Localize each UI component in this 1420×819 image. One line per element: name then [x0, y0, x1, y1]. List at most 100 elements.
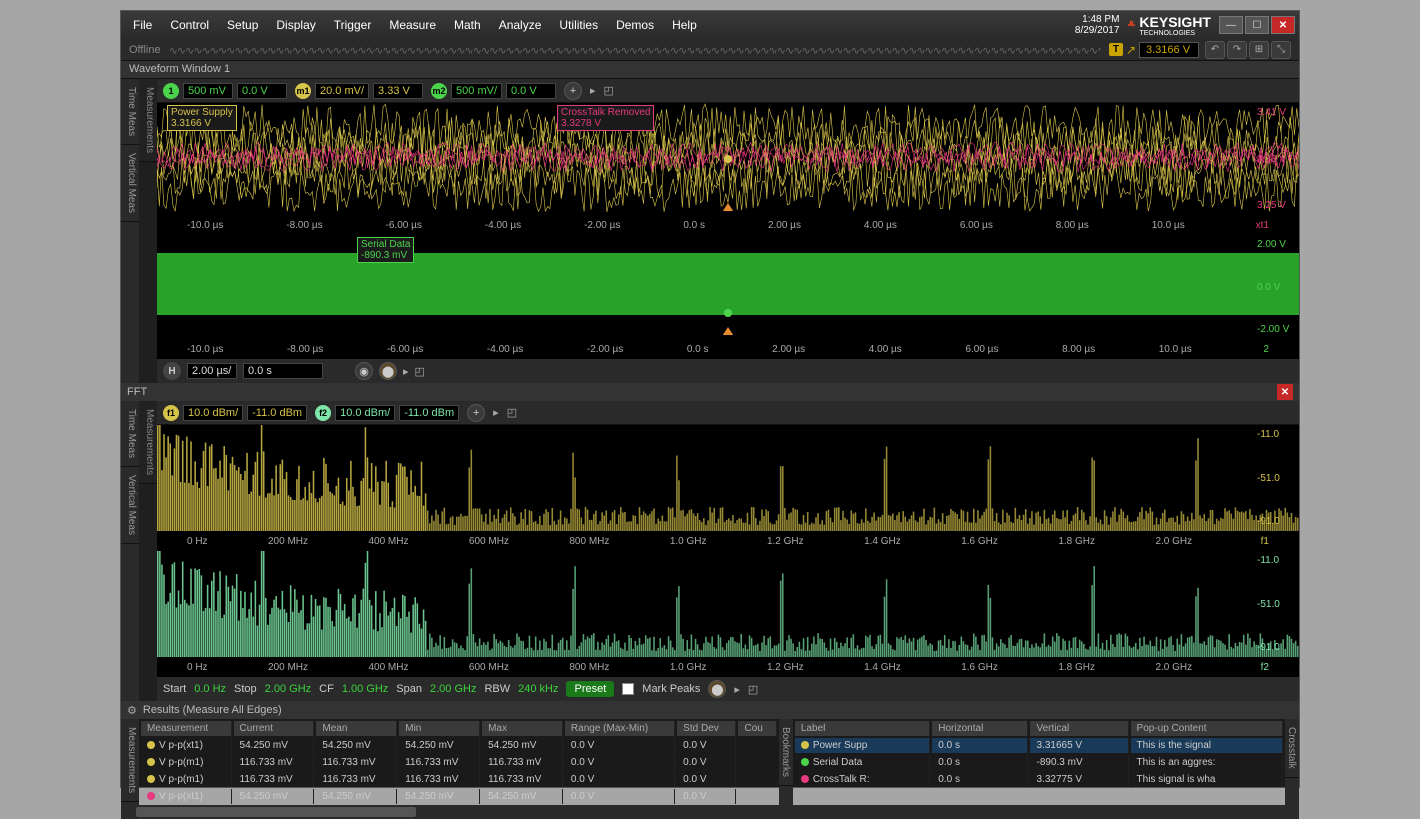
channel-1[interactable]: 1 500 mV 0.0 V	[163, 83, 287, 99]
y-label: 2.00 V	[1257, 239, 1297, 250]
trigger-box[interactable]: T ↗ 3.3166 V	[1109, 42, 1199, 58]
chevron-icon[interactable]: ▸	[403, 365, 409, 378]
chevron-icon[interactable]: ▸	[590, 84, 596, 97]
marker-crosstalk[interactable]: CrossTalk Removed 3.3278 V	[557, 105, 654, 131]
menu-trigger[interactable]: Trigger	[326, 14, 380, 36]
minimize-button[interactable]: —	[1219, 16, 1243, 34]
crosstalk-side-tab[interactable]: Crosstalk	[1285, 719, 1299, 778]
maximize-button[interactable]: ☐	[1245, 16, 1269, 34]
y-label: -91.0	[1257, 642, 1297, 653]
fft-channel-f2[interactable]: f2 10.0 dBm/ -11.0 dBm	[315, 405, 459, 421]
time-scale[interactable]: 2.00 µs/	[187, 363, 237, 379]
redo-icon[interactable]: ↷	[1227, 41, 1247, 59]
fft-f2-scale[interactable]: 10.0 dBm/	[335, 405, 395, 421]
timebase-bar: H 2.00 µs/ 0.0 s ◉ ⬤ ▸ ◰	[157, 359, 1299, 383]
chevron-icon[interactable]: ▸	[493, 406, 499, 419]
waveform-chart-1[interactable]: Power Supply 3.3166 V CrossTalk Removed …	[157, 103, 1299, 215]
channel-m2-scale[interactable]: 500 mV/	[451, 83, 502, 99]
close-button[interactable]: ✕	[1271, 16, 1295, 34]
time-offset[interactable]: 0.0 s	[243, 363, 323, 379]
fft-rbw[interactable]: 240 kHz	[518, 683, 558, 695]
fft-side-tab-time[interactable]: Time Meas	[121, 401, 139, 467]
wave-decoration: ∿∿∿∿∿∿∿∿∿∿∿∿∿∿∿∿∿∿∿∿∿∿∿∿∿∿∿∿∿∿∿∿∿∿∿∿∿∿∿∿…	[169, 44, 1101, 56]
menu-help[interactable]: Help	[664, 14, 705, 36]
offline-status: Offline	[129, 44, 161, 56]
expand-icon[interactable]: ⤡	[1271, 41, 1291, 59]
add-channel-button[interactable]: +	[564, 82, 582, 100]
channel-m1-offset[interactable]: 3.33 V	[373, 83, 423, 99]
popout-icon[interactable]: ◰	[415, 365, 425, 378]
fft-channel-bar: f1 10.0 dBm/ -11.0 dBm f2 10.0 dBm/ -11.…	[157, 401, 1299, 425]
fft-config-icon[interactable]: ⬤	[708, 680, 726, 698]
fft-f2-badge: f2	[315, 405, 331, 421]
bookmarks-side-tab[interactable]: Bookmarks	[779, 719, 793, 786]
popout-icon[interactable]: ◰	[604, 84, 614, 97]
menu-file[interactable]: File	[125, 14, 160, 36]
waveform-side-tabs: Time Meas Vertical Meas	[121, 79, 139, 383]
fft-f1-scale[interactable]: 10.0 dBm/	[183, 405, 243, 421]
channel-m1-scale[interactable]: 20.0 mV/	[315, 83, 369, 99]
fft-side-tab-vertical[interactable]: Vertical Meas	[121, 467, 139, 544]
fft-span[interactable]: 2.00 GHz	[430, 683, 476, 695]
popout-icon[interactable]: ◰	[507, 406, 517, 419]
channel-m1[interactable]: m1 20.0 mV/ 3.33 V	[295, 83, 423, 99]
table-row[interactable]: V p-p(xt1)54.250 mV54.250 mV54.250 mV54.…	[141, 738, 777, 753]
menu-demos[interactable]: Demos	[608, 14, 662, 36]
fft-preset-button[interactable]: Preset	[566, 681, 614, 697]
channel-m2[interactable]: m2 500 mV/ 0.0 V	[431, 83, 556, 99]
fft-f1-offset[interactable]: -11.0 dBm	[247, 405, 307, 421]
side-tab-time-meas[interactable]: Time Meas	[121, 79, 139, 145]
fft-close-button[interactable]: ✕	[1277, 384, 1293, 400]
side-tab-vertical-meas[interactable]: Vertical Meas	[121, 145, 139, 222]
mark-peaks-checkbox[interactable]	[622, 683, 634, 695]
menu-utilities[interactable]: Utilities	[551, 14, 606, 36]
menu-math[interactable]: Math	[446, 14, 489, 36]
table-row[interactable]: CrossTalk R:0.0 s3.32775 VThis signal is…	[795, 772, 1283, 787]
channel-1-offset[interactable]: 0.0 V	[237, 83, 287, 99]
undo-icon[interactable]: ↶	[1205, 41, 1225, 59]
marker-serial-data[interactable]: Serial Data -890.3 mV	[357, 237, 414, 263]
timebase-config-icon[interactable]: ⬤	[379, 362, 397, 380]
table-row[interactable]: Power Supp0.0 s3.31665 VThis is the sign…	[795, 738, 1283, 753]
channel-1-badge: 1	[163, 83, 179, 99]
popout-icon[interactable]: ◰	[748, 683, 758, 696]
menu-measure[interactable]: Measure	[381, 14, 444, 36]
fft-stop[interactable]: 2.00 GHz	[265, 683, 311, 695]
menu-analyze[interactable]: Analyze	[491, 14, 550, 36]
gear-icon[interactable]: ⚙	[127, 704, 137, 717]
menu-control[interactable]: Control	[162, 14, 217, 36]
x-axis-2: -10.0 µs-8.00 µs-6.00 µs-4.00 µs-2.00 µs…	[157, 339, 1299, 359]
fft-chart-2[interactable]: -11.0 -51.0 -91.0	[157, 551, 1299, 657]
config-icon[interactable]: ⊞	[1249, 41, 1269, 59]
table-row[interactable]: Serial Data0.0 s-890.3 mVThis is an aggr…	[795, 755, 1283, 770]
table-row[interactable]: V p-p(xt1)54.250 mV54.250 mV54.250 mV54.…	[141, 789, 777, 804]
timebase-zoom-icon[interactable]: ◉	[355, 362, 373, 380]
menu-display[interactable]: Display	[268, 14, 323, 36]
scroll-thumb[interactable]	[136, 807, 416, 817]
results-side-tab[interactable]: Measurements	[121, 719, 139, 802]
y-label: 3.41 V	[1257, 107, 1297, 118]
menu-setup[interactable]: Setup	[219, 14, 266, 36]
channel-1-scale[interactable]: 500 mV	[183, 83, 233, 99]
table-row[interactable]: V p-p(m1)116.733 mV116.733 mV116.733 mV1…	[141, 755, 777, 770]
chevron-icon[interactable]: ▸	[734, 683, 740, 696]
fft-channel-f1[interactable]: f1 10.0 dBm/ -11.0 dBm	[163, 405, 307, 421]
fft-stop-label: Stop	[234, 683, 257, 695]
fft-cf-label: CF	[319, 683, 334, 695]
table-row[interactable]: V p-p(m1)116.733 mV116.733 mV116.733 mV1…	[141, 772, 777, 787]
waveform-panel-title: Waveform Window 1	[121, 61, 1299, 79]
horizontal-scrollbar[interactable]	[121, 805, 1299, 819]
channel-m2-offset[interactable]: 0.0 V	[506, 83, 556, 99]
keysight-icon: ⸛	[1127, 16, 1135, 35]
trigger-edge-icon: ↗	[1126, 43, 1136, 57]
waveform-chart-2[interactable]: Serial Data -890.3 mV 2.00 V 0.0 V -2.00…	[157, 235, 1299, 339]
side-tab-measurements[interactable]: Measurements	[139, 79, 157, 162]
marker-power-supply[interactable]: Power Supply 3.3166 V	[167, 105, 237, 131]
fft-start[interactable]: 0.0 Hz	[194, 683, 226, 695]
fft-add-button[interactable]: +	[467, 404, 485, 422]
fft-f2-offset[interactable]: -11.0 dBm	[399, 405, 459, 421]
fft-cf[interactable]: 1.00 GHz	[342, 683, 388, 695]
trigger-value[interactable]: 3.3166 V	[1139, 42, 1199, 58]
fft-chart-1[interactable]: -11.0 -51.0 -91.0	[157, 425, 1299, 531]
fft-side-tab-measurements[interactable]: Measurements	[139, 401, 157, 484]
